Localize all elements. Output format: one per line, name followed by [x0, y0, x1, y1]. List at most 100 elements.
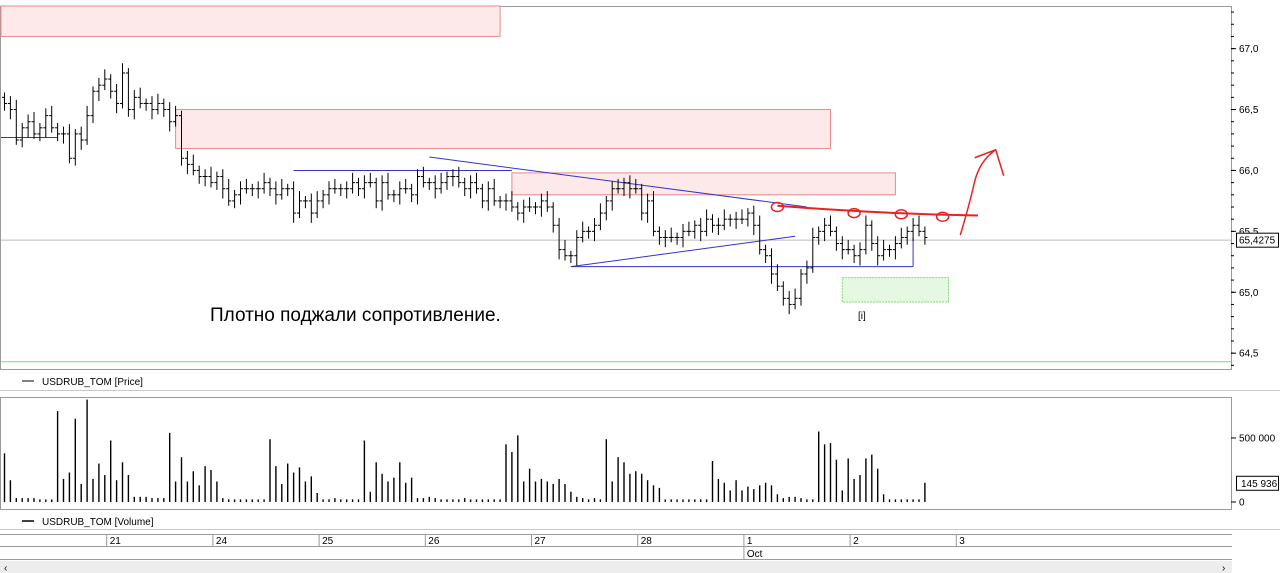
- day-label: 25: [322, 536, 334, 547]
- current-volume-box: [1236, 475, 1279, 491]
- price-bar: [31, 111, 37, 139]
- price-bar: [226, 178, 232, 206]
- price-bar: [149, 96, 155, 120]
- volume-tick-label: 0: [1239, 497, 1245, 508]
- volume-pane[interactable]: [0, 397, 1232, 510]
- price-bar: [55, 122, 61, 142]
- price-bar: [474, 172, 479, 194]
- price-bar: [196, 165, 202, 184]
- price-bar: [503, 193, 509, 211]
- price-bar: [220, 169, 226, 199]
- price-bar: [580, 221, 586, 243]
- price-bar: [49, 105, 55, 133]
- current-volume-badge: 145 936: [1236, 475, 1279, 491]
- price-bar: [881, 239, 887, 261]
- price-bar: [898, 227, 904, 249]
- price-bar: [745, 208, 751, 227]
- price-bar: [273, 181, 279, 205]
- price-tick-label: 67,0: [1239, 44, 1259, 55]
- scroll-left-icon[interactable]: ‹: [4, 563, 7, 573]
- price-bar: [84, 105, 90, 145]
- price-bar: [43, 108, 49, 138]
- price-bar: [727, 214, 733, 227]
- price-bar: [137, 87, 143, 109]
- price-bar: [385, 172, 391, 200]
- scroll-right-icon[interactable]: ›: [1222, 563, 1225, 573]
- price-bar: [208, 166, 214, 188]
- price-bar: [444, 171, 450, 190]
- price-bar: [704, 209, 710, 237]
- price-bar: [869, 220, 875, 251]
- price-bar: [297, 191, 302, 218]
- price-tick-label: 64,5: [1239, 349, 1259, 360]
- price-bar: [574, 230, 580, 266]
- day-label: 24: [216, 536, 228, 547]
- price-bar: [7, 96, 13, 120]
- price-bar: [674, 232, 680, 245]
- price-bar: [285, 183, 291, 197]
- price-bar: [409, 183, 415, 203]
- price-bar: [2, 92, 7, 111]
- price-bar: [733, 211, 739, 229]
- price-bar: [184, 150, 190, 175]
- price-bar: [37, 122, 43, 142]
- price-bar: [668, 227, 674, 243]
- price-bar: [155, 93, 161, 115]
- price-bar: [479, 183, 485, 209]
- price-bar: [462, 177, 468, 197]
- day-label: 27: [535, 536, 547, 547]
- price-bar: [816, 226, 822, 245]
- horizontal-scrollbar[interactable]: ‹ ›: [0, 561, 1232, 573]
- price-bar: [875, 236, 881, 266]
- current-price-label: 65,4275: [1239, 236, 1276, 247]
- price-bar: [397, 181, 403, 205]
- resistance-zone: [511, 172, 896, 196]
- price-bar: [66, 124, 72, 164]
- price-bar: [391, 189, 397, 203]
- marker-label: [i]: [858, 311, 866, 322]
- price-bar: [910, 217, 916, 242]
- price-bar: [497, 196, 503, 209]
- price-bar: [291, 181, 297, 223]
- price-bar: [780, 281, 786, 306]
- price-bar: [361, 175, 367, 199]
- price-tick-label: 65,5: [1239, 227, 1259, 238]
- price-bar: [308, 193, 314, 223]
- price-bar: [550, 202, 556, 233]
- price-bar: [468, 175, 474, 199]
- price-bar: [238, 181, 243, 205]
- price-bar: [798, 269, 804, 306]
- price-bar: [432, 175, 438, 199]
- volume-legend-text: USDRUB_TOM [Volume]: [42, 517, 154, 528]
- day-label: 21: [110, 536, 122, 547]
- price-bar: [603, 196, 609, 221]
- touch-circle: [935, 211, 950, 222]
- price-bar: [892, 236, 898, 260]
- price-bar: [96, 77, 102, 102]
- price-bar: [651, 191, 656, 237]
- price-bar: [786, 291, 792, 315]
- price-bar: [415, 169, 420, 205]
- price-bar: [686, 221, 692, 237]
- price-bar: [662, 230, 668, 248]
- resistance-zone: [175, 109, 832, 150]
- price-bar: [916, 215, 922, 237]
- price-bar: [845, 239, 851, 255]
- price-bar: [438, 172, 444, 194]
- price-bar: [131, 90, 137, 120]
- price-bar: [279, 178, 285, 200]
- price-bar: [356, 177, 361, 197]
- price-bar: [120, 63, 125, 109]
- touch-circle: [847, 207, 861, 219]
- price-bar: [639, 183, 645, 221]
- price-bar: [698, 217, 704, 242]
- price-bar: [350, 172, 356, 194]
- price-bar: [562, 239, 568, 261]
- price-bar: [887, 244, 892, 257]
- price-bar: [751, 205, 757, 236]
- day-label: 1: [747, 536, 753, 547]
- price-bar: [179, 110, 184, 166]
- volume-tick-label: 500 000: [1239, 433, 1276, 444]
- price-bar: [527, 197, 533, 212]
- price-bar: [255, 181, 261, 199]
